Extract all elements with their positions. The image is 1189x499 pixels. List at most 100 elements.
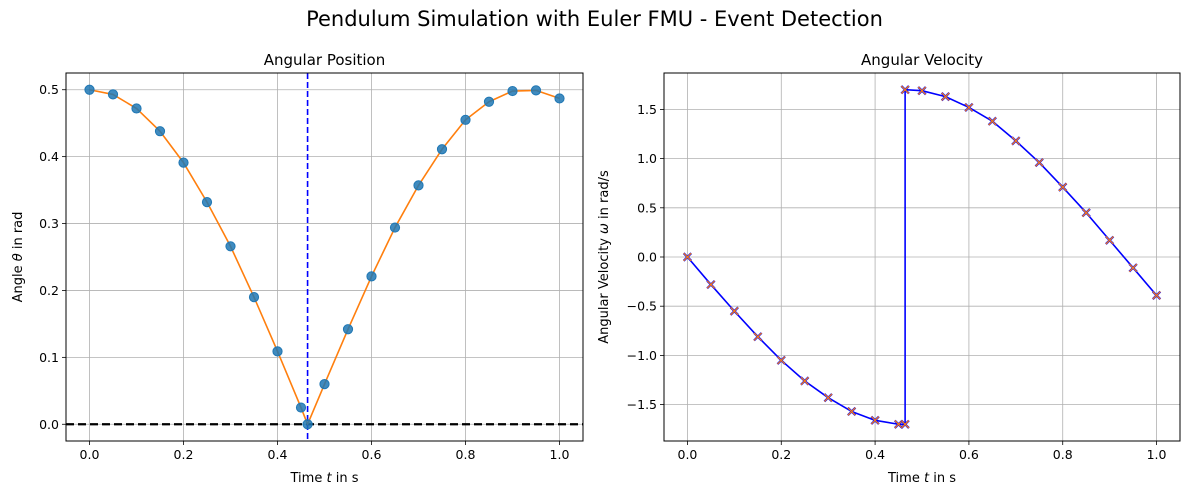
x-tick-label: 0.8 xyxy=(1053,447,1073,462)
data-point xyxy=(1151,290,1162,300)
y-tick-label: 0.5 xyxy=(637,200,657,215)
x-tick-label: 0.0 xyxy=(678,447,698,462)
data-point xyxy=(248,292,260,303)
data-point xyxy=(900,419,910,429)
y-tick-label: −0.5 xyxy=(627,299,657,314)
data-point-stroke xyxy=(753,332,763,341)
y-tick-label: 0.2 xyxy=(39,283,59,298)
data-point xyxy=(1105,235,1115,245)
data-point-stroke xyxy=(777,356,786,365)
data-point xyxy=(706,279,716,290)
series-line xyxy=(89,88,560,426)
x-tick-label: 0.8 xyxy=(456,447,476,462)
x-axis-label: Time t in s xyxy=(290,471,359,486)
data-point-stroke xyxy=(1152,291,1161,300)
data-point xyxy=(800,376,810,386)
plot-frame xyxy=(663,72,1181,442)
data-point-stroke xyxy=(1011,136,1021,146)
data-point xyxy=(987,116,997,126)
data-point xyxy=(964,102,974,113)
data-point xyxy=(1011,136,1021,146)
plot-frame xyxy=(65,72,584,442)
data-point-stroke xyxy=(1058,182,1067,192)
data-point-stroke xyxy=(706,280,716,289)
data-point xyxy=(84,84,95,95)
data-point-stroke xyxy=(988,116,997,126)
angular-velocity-plot: 0.0 0.2 0.4 0.6 0.8 1.0 −1.5 −1.0 −0.5 0.0 0.5 1.0 1… xyxy=(597,51,1181,486)
data-point xyxy=(507,85,518,97)
data-point xyxy=(460,114,471,125)
data-point-stroke xyxy=(917,86,927,95)
plot-title: Angular Velocity xyxy=(861,51,983,69)
data-point-stroke xyxy=(1035,158,1044,167)
data-point xyxy=(1081,208,1091,218)
y-axis-label: Angular Velocity ω in rad/s xyxy=(597,170,612,344)
x-tick-label: 0.2 xyxy=(771,447,791,462)
x-tick-label: 1.0 xyxy=(1147,447,1167,462)
data-point xyxy=(272,346,283,357)
data-point xyxy=(729,306,739,316)
y-tick-label: 0.0 xyxy=(637,250,657,265)
data-point xyxy=(366,271,377,282)
data-point xyxy=(302,419,313,430)
data-point-stroke xyxy=(870,416,880,425)
y-tick-label: 0.0 xyxy=(39,417,59,432)
data-point xyxy=(1128,263,1138,273)
data-point-stroke xyxy=(730,306,739,316)
x-tick-label: 0.4 xyxy=(865,447,885,462)
data-point-stroke xyxy=(1081,208,1091,217)
x-tick-label: 0.0 xyxy=(80,447,100,462)
data-point xyxy=(900,85,910,95)
data-point xyxy=(530,85,542,96)
y-tick-label: 0.4 xyxy=(39,149,59,164)
x-tick-label: 0.6 xyxy=(362,447,382,462)
figure-title: Pendulum Simulation with Euler FMU - Eve… xyxy=(306,7,883,31)
y-tick-label: −1.5 xyxy=(627,397,657,412)
data-point-stroke xyxy=(1128,263,1138,273)
data-point xyxy=(917,86,927,96)
data-point-stroke xyxy=(847,407,856,416)
x-axis-label: Time t in s xyxy=(887,471,956,486)
data-point xyxy=(776,355,786,365)
data-point xyxy=(870,415,880,425)
y-tick-label: 0.1 xyxy=(39,350,59,365)
data-point-stroke xyxy=(683,252,692,262)
plot-title: Angular Position xyxy=(264,51,386,69)
data-point-stroke xyxy=(941,92,950,101)
data-point xyxy=(178,157,189,168)
y-tick-label: 0.3 xyxy=(39,216,59,231)
y-axis-label: Angle θ in rad xyxy=(11,212,26,303)
y-tick-label: 1.5 xyxy=(637,102,657,117)
data-point xyxy=(483,96,495,107)
angular-position-plot: 0.0 0.2 0.4 0.6 0.8 1.0 0.0 0.1 0.2 0.3 0.4 0.5 Angu… xyxy=(11,51,584,486)
data-point xyxy=(1058,182,1068,192)
y-tick-label: 0.5 xyxy=(39,82,59,97)
data-point xyxy=(225,241,236,252)
data-point-stroke xyxy=(823,393,833,402)
data-point xyxy=(342,324,354,335)
data-point xyxy=(940,92,951,102)
data-point-stroke xyxy=(964,103,974,112)
data-point xyxy=(295,402,307,413)
data-point xyxy=(823,393,833,403)
data-point xyxy=(389,222,401,233)
y-tick-label: −1.0 xyxy=(627,348,657,363)
x-tick-label: 0.4 xyxy=(268,447,288,462)
x-tick-label: 1.0 xyxy=(550,447,570,462)
data-point xyxy=(201,197,213,208)
x-tick-label: 0.2 xyxy=(174,447,194,462)
data-point xyxy=(436,144,448,155)
data-point xyxy=(847,406,857,417)
y-tick-label: 1.0 xyxy=(637,151,657,166)
data-point xyxy=(131,103,142,114)
data-point xyxy=(753,332,763,342)
data-point-stroke xyxy=(800,376,809,386)
data-point-stroke xyxy=(900,85,910,94)
data-point xyxy=(413,180,424,191)
data-point xyxy=(154,126,166,137)
data-point xyxy=(682,252,693,262)
data-point xyxy=(1034,157,1044,168)
x-tick-label: 0.6 xyxy=(959,447,979,462)
